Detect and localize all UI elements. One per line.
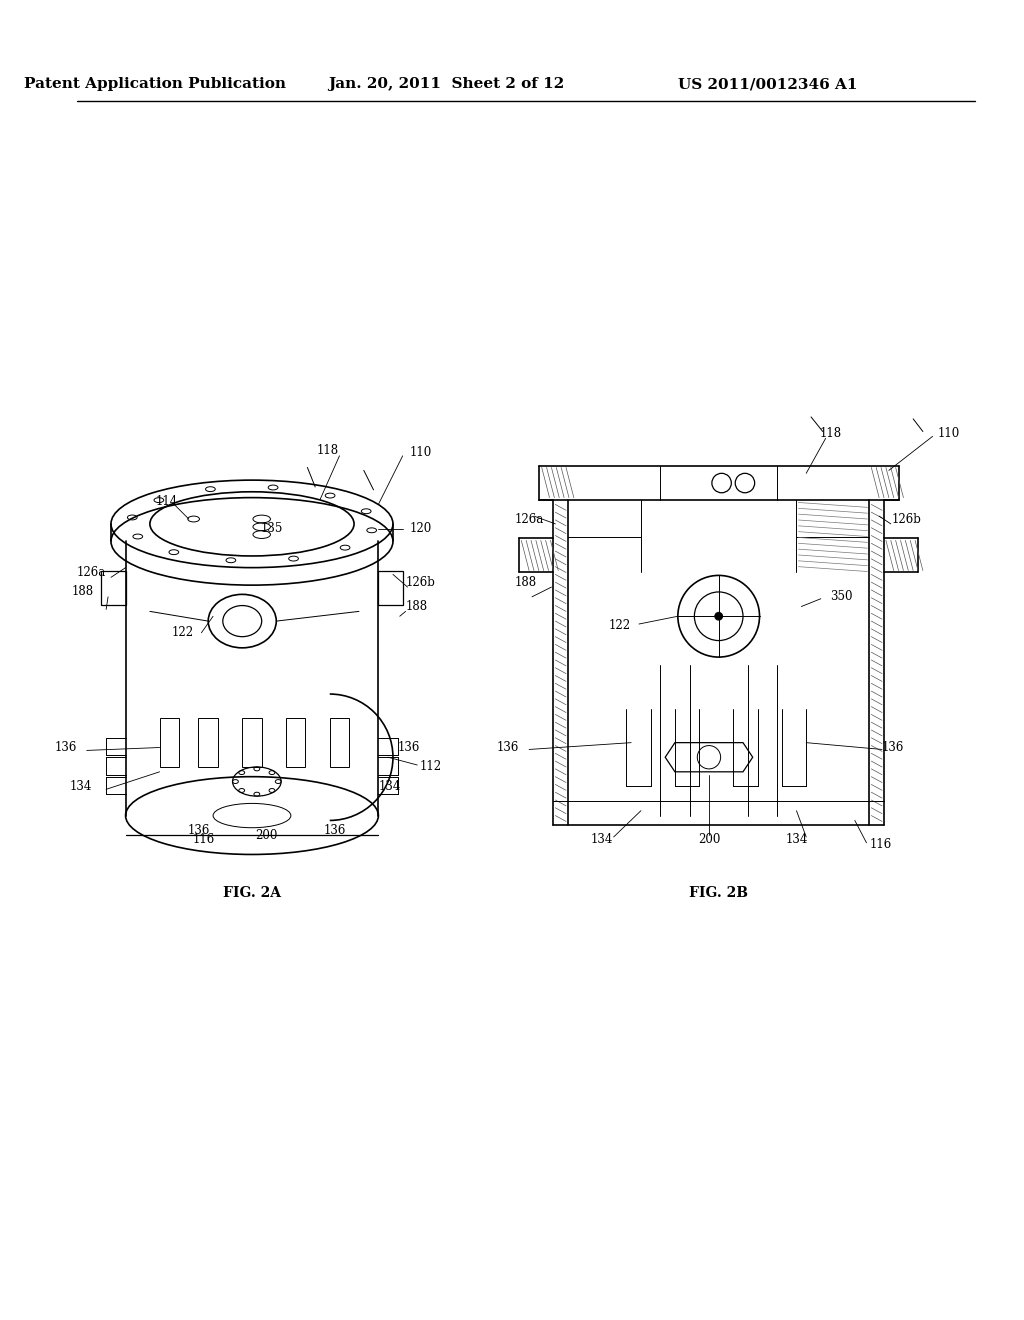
Text: 200: 200 [255,829,278,842]
Text: 136: 136 [324,824,346,837]
Text: 134: 134 [70,780,91,793]
Text: 120: 120 [410,523,432,535]
Text: 126b: 126b [406,576,435,589]
Text: 136: 136 [187,824,210,837]
Text: FIG. 2B: FIG. 2B [689,886,749,900]
Text: US 2011/0012346 A1: US 2011/0012346 A1 [678,78,857,91]
Text: 136: 136 [397,741,420,754]
Text: 118: 118 [316,445,339,458]
Text: 114: 114 [156,495,177,508]
Text: Jan. 20, 2011  Sheet 2 of 12: Jan. 20, 2011 Sheet 2 of 12 [329,78,564,91]
Text: FIG. 2A: FIG. 2A [223,886,281,900]
Text: 118: 118 [819,426,842,440]
Text: Patent Application Publication: Patent Application Publication [24,78,286,91]
Text: 188: 188 [72,586,94,598]
Text: 200: 200 [697,833,720,846]
Text: 188: 188 [406,601,428,612]
Text: 126b: 126b [892,512,922,525]
Text: 136: 136 [882,741,904,754]
Text: 116: 116 [193,833,214,846]
Text: 134: 134 [591,833,613,846]
Text: 112: 112 [419,760,441,774]
Text: 136: 136 [54,741,77,754]
Text: 134: 134 [379,780,400,793]
Text: 110: 110 [937,426,959,440]
Text: 116: 116 [869,838,892,851]
Text: 136: 136 [497,741,519,754]
Text: 126a: 126a [514,512,544,525]
Text: 135: 135 [260,523,283,535]
Text: 188: 188 [514,576,537,589]
Text: 110: 110 [410,446,432,459]
Text: 134: 134 [785,833,808,846]
Text: 126a: 126a [77,566,106,579]
Circle shape [715,612,723,620]
Text: 122: 122 [171,626,194,639]
Text: 122: 122 [609,619,631,632]
Text: 350: 350 [830,590,853,603]
